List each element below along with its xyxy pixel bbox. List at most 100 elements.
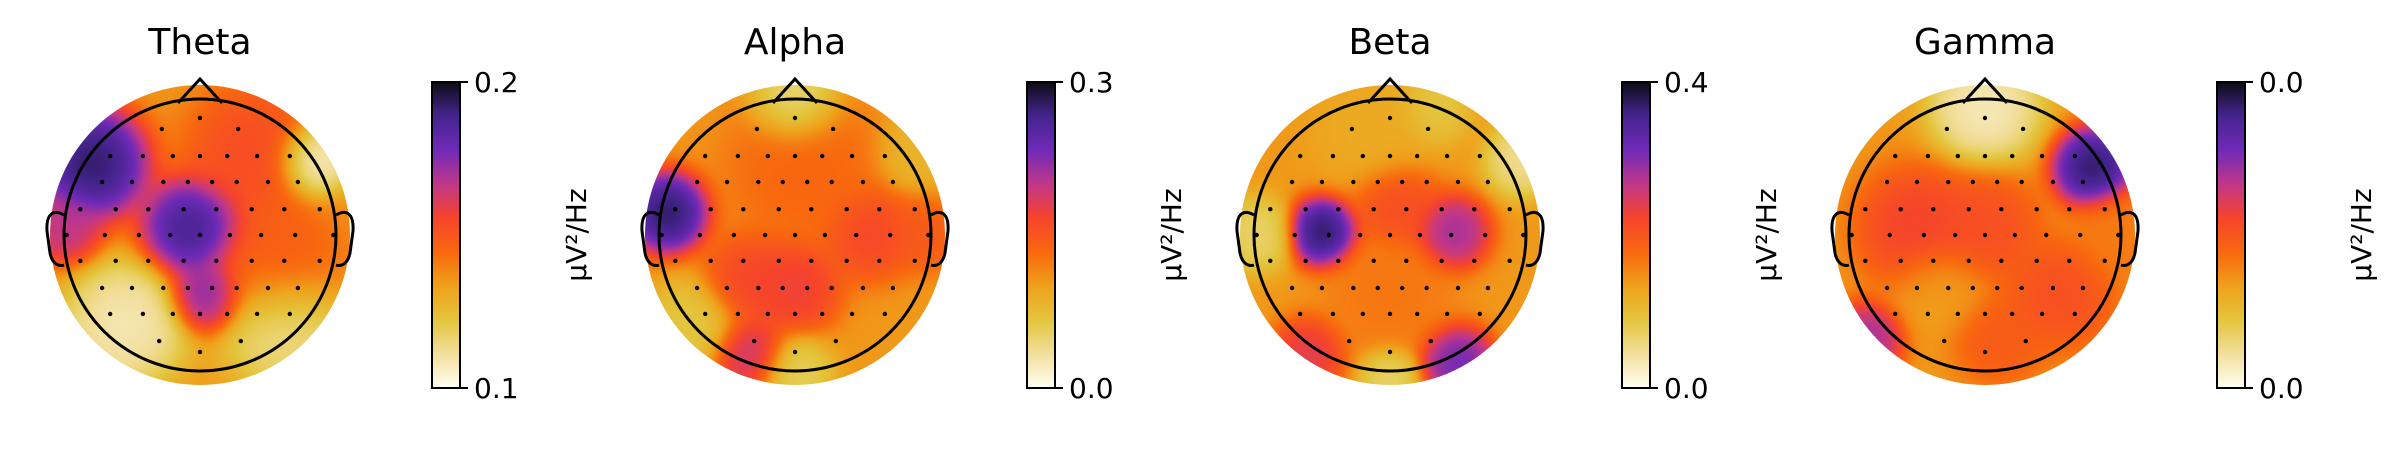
electrode-marker — [197, 153, 203, 159]
electrode-marker — [1455, 179, 1461, 185]
colorbar-tick-label: 0.0 — [1069, 372, 1114, 405]
electrode-marker — [1485, 179, 1491, 185]
electrode-marker — [1444, 311, 1450, 317]
nose-outline — [176, 76, 224, 105]
electrode-marker — [765, 153, 770, 159]
electrode-marker — [1292, 232, 1298, 238]
electrode-marker — [1887, 232, 1893, 238]
electrode-marker — [1371, 258, 1376, 263]
electrode-marker — [185, 179, 190, 185]
electrode-marker — [752, 338, 757, 344]
electrode-marker — [2019, 285, 2024, 291]
electrode-marker — [854, 232, 859, 238]
electrode-marker — [254, 153, 260, 159]
electrode-marker — [1999, 258, 2004, 263]
electrode-marker — [210, 179, 215, 185]
electrode-marker — [282, 258, 287, 263]
electrode-marker — [888, 232, 893, 238]
electrode-marker — [673, 258, 678, 263]
electrode-marker — [1417, 232, 1423, 238]
electrode-marker — [731, 232, 736, 238]
electrode-marker — [697, 232, 702, 238]
electrode-marker — [1898, 258, 1903, 263]
electrode-marker — [2010, 153, 2015, 159]
electrode-marker — [735, 311, 741, 317]
electrode-marker — [331, 232, 336, 238]
electrode-marker — [877, 258, 882, 263]
colorbar — [1621, 81, 1651, 389]
electrode-marker — [197, 115, 203, 121]
electrode-marker — [214, 258, 219, 263]
electrode-marker — [1360, 153, 1366, 159]
electrode-marker — [1970, 179, 1976, 185]
electrode-marker — [829, 285, 834, 291]
colorbar-label: µV²/Hz — [1750, 188, 1783, 281]
electrode-marker — [1303, 207, 1308, 212]
electrode-marker — [912, 207, 917, 212]
electrode-marker — [776, 207, 781, 212]
electrode-marker — [2072, 153, 2077, 159]
electrode-marker — [673, 207, 678, 212]
electrode-marker — [860, 179, 866, 185]
electrode-marker — [140, 311, 146, 317]
electrode-marker — [1349, 126, 1355, 132]
electrode-marker — [197, 232, 203, 238]
nose-outline — [771, 76, 819, 105]
electrode-marker — [912, 258, 917, 263]
electrode-marker — [1483, 232, 1488, 238]
electrode-marker — [2010, 311, 2015, 317]
head-outline — [657, 97, 933, 373]
electrode-marker — [1893, 311, 1898, 317]
electrode-marker — [159, 126, 165, 132]
electrode-marker — [724, 285, 730, 291]
electrode-marker — [830, 126, 836, 132]
electrode-marker — [1921, 232, 1927, 238]
topomap-panel-gamma: Gamma 0.0 0.0 µV²/Hz — [1830, 22, 2378, 405]
electrode-marker — [1472, 207, 1477, 212]
electrode-marker — [161, 179, 166, 185]
electrode-marker — [2050, 179, 2056, 185]
electrode-marker — [735, 153, 741, 159]
electrode-marker — [1955, 153, 1961, 159]
electrode-marker — [849, 311, 855, 317]
electrode-marker — [2012, 232, 2018, 238]
electrode-marker — [1268, 258, 1273, 263]
electrode-marker — [844, 258, 849, 263]
electrode-marker — [1330, 153, 1336, 159]
topomap-panel-beta: Beta 0.4 0.0 µV²/Hz — [1235, 22, 1783, 405]
electrode-marker — [708, 207, 713, 212]
electrode-marker — [317, 258, 322, 263]
electrode-marker — [809, 258, 814, 263]
electrode-marker — [1477, 311, 1483, 317]
topomap-panel-theta: Theta 0.2 0.1 µV²/Hz — [45, 22, 593, 405]
electrode-marker — [136, 232, 141, 238]
electrode-marker — [161, 285, 166, 291]
electrode-marker — [890, 285, 896, 291]
electrode-marker — [756, 179, 761, 185]
electrode-marker — [1914, 285, 1920, 291]
electrode-marker — [2080, 179, 2086, 185]
electrode-marker — [146, 207, 151, 212]
electrode-marker — [877, 207, 882, 212]
electrode-marker — [1999, 207, 2004, 212]
electrode-marker — [1330, 311, 1336, 317]
electrode-marker — [1966, 258, 1971, 263]
electrode-marker — [287, 153, 292, 159]
electrode-marker — [113, 207, 118, 212]
electrode-marker — [1970, 285, 1976, 291]
electrode-marker — [1289, 179, 1295, 185]
electrode-marker — [703, 153, 708, 159]
electrode-marker — [2039, 311, 2045, 317]
electrode-marker — [1982, 349, 1988, 355]
electrode-marker — [1404, 258, 1409, 263]
electrode-marker — [1925, 153, 1931, 159]
electrode-marker — [1982, 311, 1988, 317]
electrode-marker — [703, 311, 708, 317]
electrode-marker — [293, 232, 298, 238]
electrode-marker — [1351, 179, 1356, 185]
electrode-marker — [1303, 258, 1308, 263]
electrode-marker — [1444, 153, 1450, 159]
electrode-marker — [146, 258, 151, 263]
electrode-marker — [317, 207, 322, 212]
